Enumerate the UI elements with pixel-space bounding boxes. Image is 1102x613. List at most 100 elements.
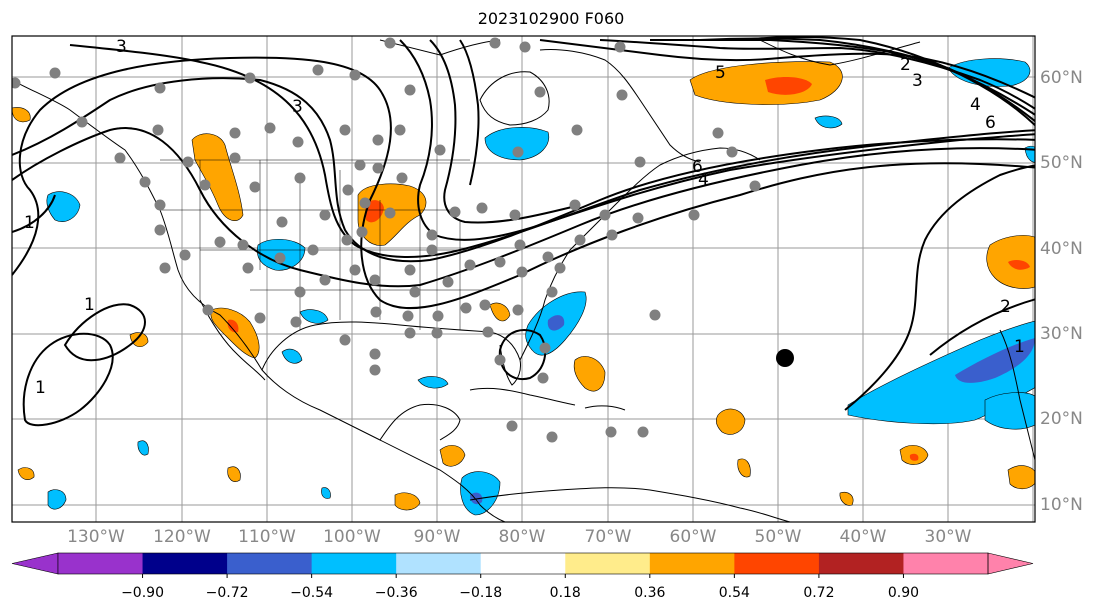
station-marker xyxy=(370,306,382,318)
station-marker xyxy=(542,251,554,263)
colorbar-segment xyxy=(58,553,144,574)
colorbar-tick-label: −0.18 xyxy=(459,585,502,601)
station-markers xyxy=(12,37,761,443)
negative-anomaly-atlantic-6 xyxy=(814,115,843,129)
latitude-label: 10°N xyxy=(1040,495,1083,515)
negative-anomaly-mexico-2 xyxy=(281,348,303,364)
map-title: 2023102900 F060 xyxy=(477,9,625,28)
station-marker xyxy=(152,124,164,136)
map-border xyxy=(11,35,1036,523)
positive-anomaly-south-east xyxy=(489,302,511,322)
contour-label: 6 xyxy=(692,157,703,177)
colorbar-tick-label: 0.36 xyxy=(634,585,665,601)
station-marker xyxy=(341,234,353,246)
station-marker xyxy=(339,334,351,346)
station-marker xyxy=(372,162,384,174)
contour-labels: 3 3 5 2 3 4 6 6 4 1 1 1 2 1 xyxy=(24,37,1025,398)
station-marker xyxy=(339,124,351,136)
longitude-label: 110°W xyxy=(238,527,296,547)
station-marker xyxy=(434,144,446,156)
station-marker xyxy=(519,41,531,53)
contour-5 xyxy=(399,39,1035,241)
contour-1 xyxy=(12,56,1035,310)
contour-label: 3 xyxy=(912,71,923,91)
station-marker xyxy=(264,122,276,134)
station-marker xyxy=(442,276,454,288)
longitude-label: 80°W xyxy=(499,527,546,547)
colorbar-extend-max-arrow xyxy=(987,552,1034,575)
station-marker xyxy=(229,152,241,164)
strong-negative-anomaly-east-atlantic-band xyxy=(955,338,1035,383)
positive-anomaly-east-1 xyxy=(1007,465,1035,490)
gulf-of-mexico-coast xyxy=(261,321,521,386)
colorbar-segment xyxy=(818,553,904,574)
station-marker xyxy=(294,286,306,298)
station-marker xyxy=(154,82,166,94)
africa-coast xyxy=(999,329,1035,461)
hudson-bay xyxy=(479,71,550,126)
colorbar-segment xyxy=(903,553,989,574)
station-marker xyxy=(546,431,558,443)
colorbar-tick-label: 0.72 xyxy=(803,585,834,601)
station-marker xyxy=(214,236,226,248)
contour-6 xyxy=(429,39,581,224)
station-marker xyxy=(254,312,266,324)
station-marker xyxy=(506,420,518,432)
longitude-label: 50°W xyxy=(755,527,802,547)
negative-anomaly-pacific-4 xyxy=(321,487,331,499)
contour-pacific-2 xyxy=(22,332,114,427)
colorbar-outline xyxy=(57,552,989,575)
contour-2 xyxy=(12,127,1035,288)
station-marker xyxy=(482,326,494,338)
station-marker xyxy=(354,159,366,171)
station-marker xyxy=(432,310,444,322)
station-marker xyxy=(312,64,324,76)
contour-pacific-low xyxy=(63,303,146,362)
station-marker xyxy=(182,156,194,168)
negative-anomaly-hudson xyxy=(484,127,550,161)
colorbar-tick-label: 0.18 xyxy=(550,585,581,601)
station-marker xyxy=(637,426,649,438)
positive-anomaly-pacific-1 xyxy=(394,492,421,511)
station-marker xyxy=(404,264,416,276)
station-marker xyxy=(349,69,361,81)
contour-9 xyxy=(599,39,1035,110)
station-marker xyxy=(356,226,368,238)
station-marker xyxy=(574,234,586,246)
colorbar-segment xyxy=(480,553,566,574)
station-marker xyxy=(384,207,396,219)
station-marker xyxy=(539,342,551,354)
station-marker xyxy=(319,274,331,286)
contour-8 xyxy=(539,39,1035,99)
colorbar-tick-label: 0.90 xyxy=(888,585,919,601)
positive-anomaly-pacific-3 xyxy=(129,332,149,348)
station-marker xyxy=(534,86,546,98)
station-marker xyxy=(114,152,126,164)
colorbar-segment xyxy=(649,553,735,574)
station-marker xyxy=(179,249,191,261)
station-marker xyxy=(712,127,724,139)
positive-anomaly-pacific-5 xyxy=(227,466,241,482)
station-marker xyxy=(276,216,288,228)
longitude-label: 120°W xyxy=(153,527,211,547)
station-marker xyxy=(319,209,331,221)
station-marker xyxy=(199,179,211,191)
station-marker xyxy=(749,180,761,192)
station-marker xyxy=(599,209,611,221)
station-marker xyxy=(537,372,549,384)
station-marker xyxy=(546,286,558,298)
station-marker xyxy=(384,37,396,49)
contour-label: 2 xyxy=(1000,297,1011,317)
east-coast xyxy=(519,147,761,361)
station-marker xyxy=(460,302,472,314)
station-marker xyxy=(349,264,361,276)
station-marker xyxy=(726,146,738,158)
center-marker xyxy=(776,349,794,367)
north-america-west-coast xyxy=(12,79,506,522)
strong-positive-anomaly-mexico xyxy=(227,319,239,333)
colorbar-tick-label: −0.90 xyxy=(121,585,164,601)
south-america xyxy=(469,487,791,522)
hispaniola xyxy=(584,405,626,411)
negative-anomaly-pacific-3 xyxy=(137,440,149,456)
colorbar-tick-label: −0.36 xyxy=(375,585,418,601)
